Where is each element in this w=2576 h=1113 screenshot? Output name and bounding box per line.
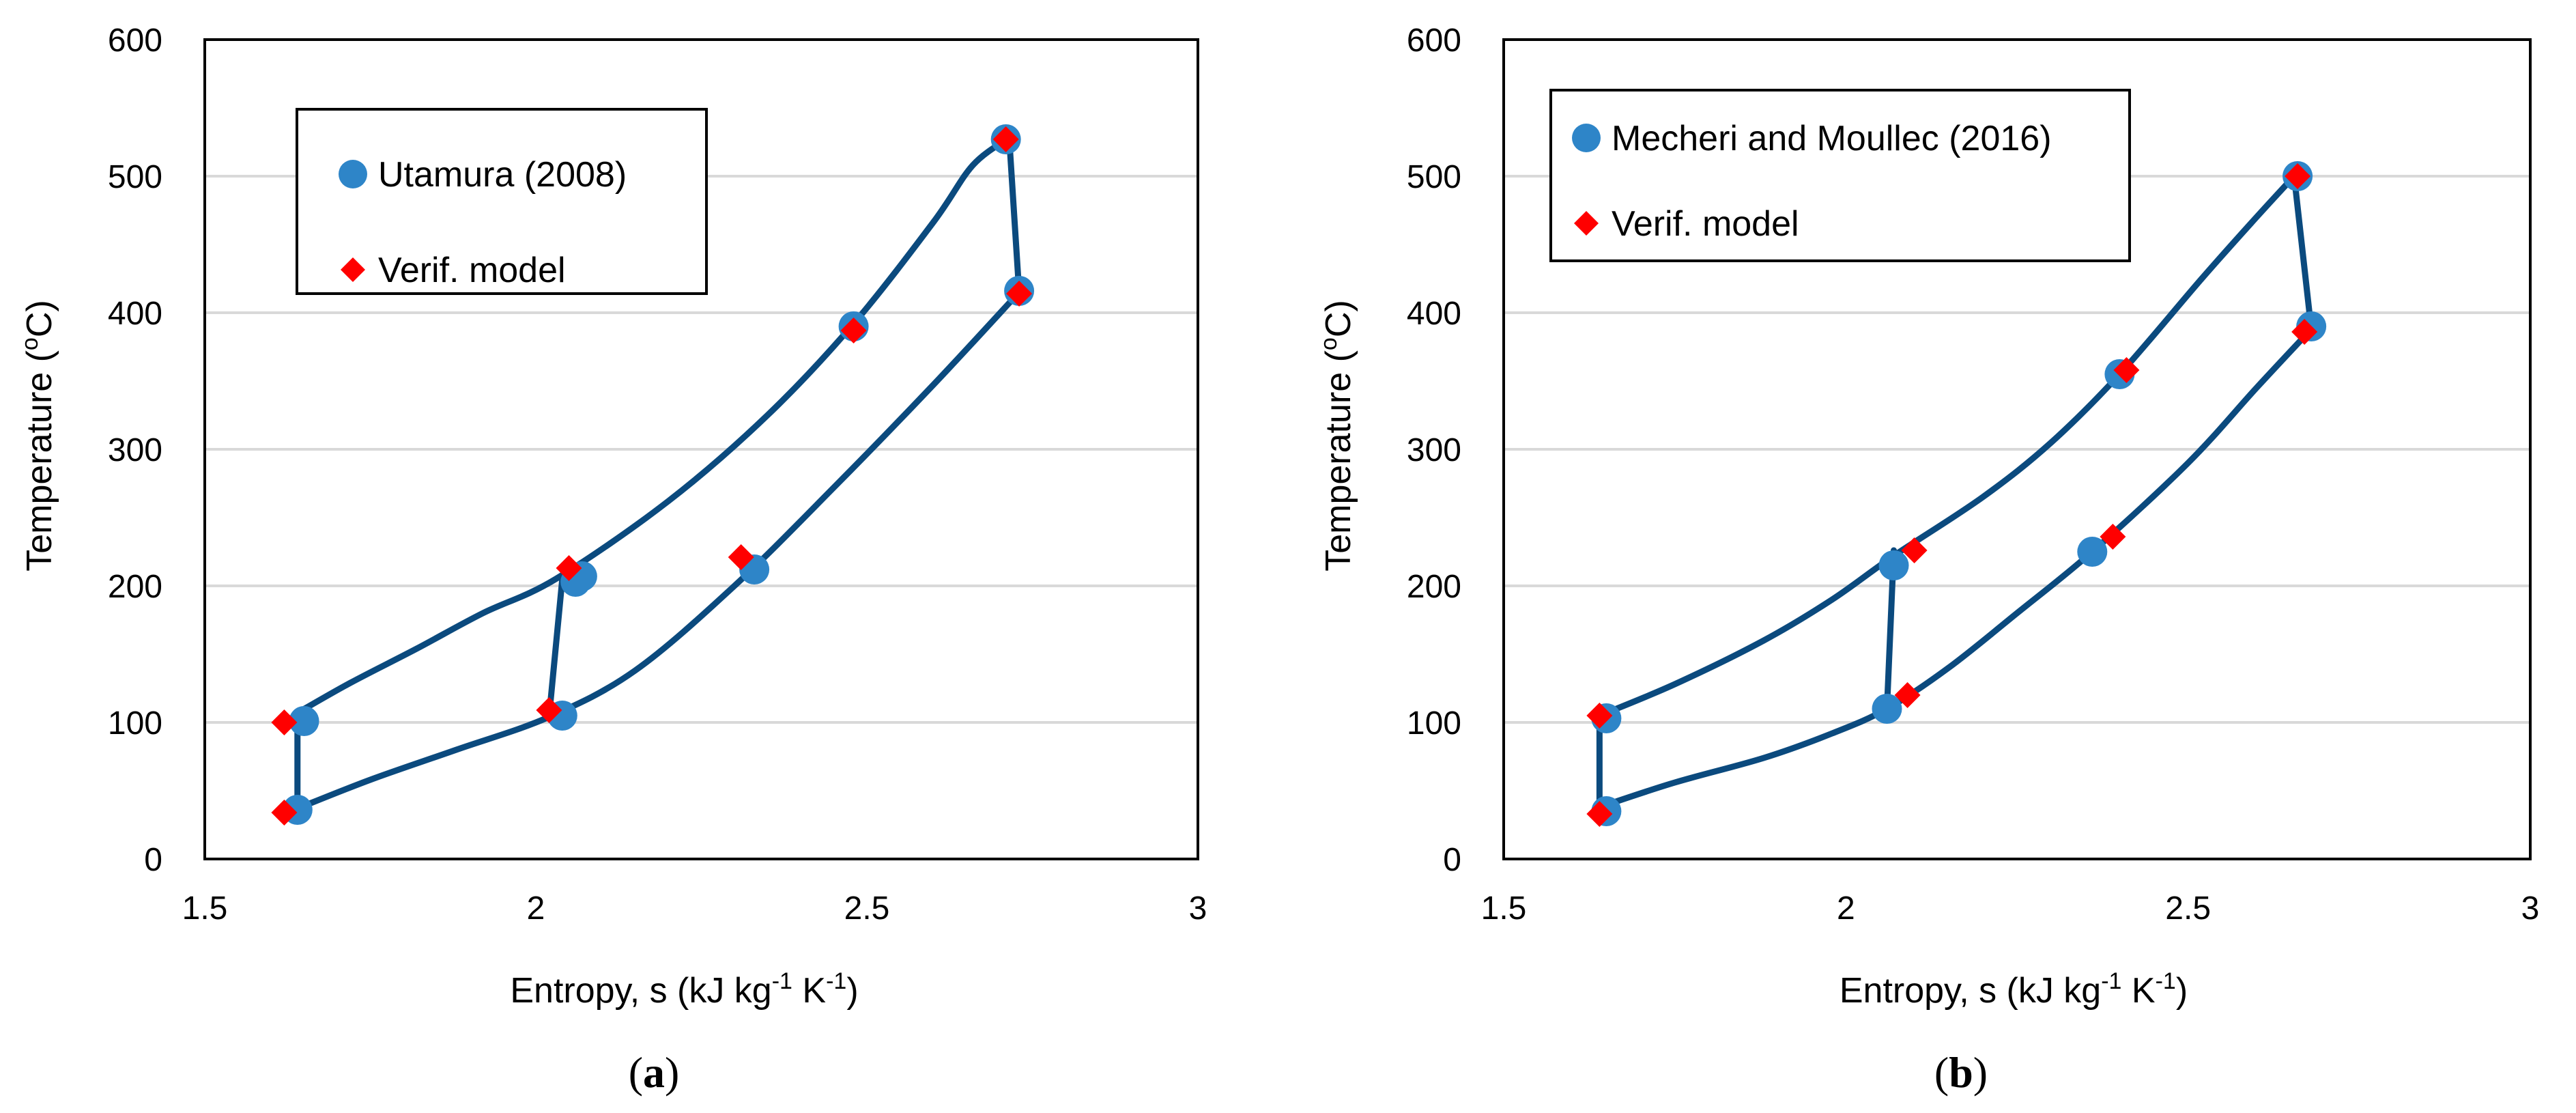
cycle-low-pressure-line [294, 289, 1022, 812]
series-diamond [271, 126, 1033, 826]
y-tick-label: 100 [108, 705, 162, 742]
data-point-circle [1872, 694, 1902, 724]
y-tick-label: 200 [108, 569, 162, 605]
plot-frame [1502, 38, 2532, 860]
data-point-diamond [271, 800, 298, 826]
x-tick-label: 2 [1837, 890, 1855, 927]
legend-box [1549, 89, 2131, 262]
y-tick-label: 500 [1407, 159, 1461, 195]
legend-label: Verif. model [378, 251, 566, 290]
cycle-high-pressure-line [294, 135, 1013, 716]
y-tick-label: 600 [108, 23, 162, 59]
y-tick-label: 100 [1407, 705, 1461, 742]
panel-label: (b) [1934, 1048, 1988, 1097]
cycle-turbine-line [2291, 173, 2315, 333]
data-point-diamond [840, 318, 867, 343]
plot-frame [203, 38, 1199, 860]
legend-marker-diamond [341, 257, 365, 282]
panel-label: (a) [629, 1048, 680, 1097]
y-tick-label: 300 [108, 432, 162, 468]
cycle-compression-line [545, 576, 566, 720]
y-tick-label: 300 [1407, 432, 1461, 468]
y-axis-title: Temperature (oC) [1316, 300, 1358, 571]
legend-label: Utamura (2008) [378, 155, 627, 195]
cycle-turbine-line [1006, 135, 1022, 296]
data-point-diamond [556, 555, 582, 581]
data-point-diamond [536, 697, 562, 723]
data-point-circle [289, 706, 319, 736]
y-tick-label: 0 [1443, 842, 1461, 878]
legend: Mecheri and Moullec (2016) Verif. model [1549, 89, 2131, 262]
y-tick-label: 400 [108, 296, 162, 332]
chart-panel-a: 0 100 200 300 400 500 600 1.5 2 2.5 3 Utamura (2008… [17, 23, 1207, 1097]
data-point-diamond [728, 544, 754, 570]
data-point-circle [2077, 537, 2108, 567]
y-axis-title: Temperature (oC) [17, 300, 59, 571]
chart-panel-b: 0 100 200 300 400 500 600 1.5 2 2.5 3 Mecheri and M… [1316, 23, 2539, 1097]
data-point-diamond [2100, 524, 2126, 550]
data-point-circle [1878, 550, 1909, 580]
y-tick-label: 500 [108, 159, 162, 195]
data-point-diamond [1006, 281, 1033, 307]
x-tick-label: 3 [1189, 890, 1207, 927]
data-point-diamond [2291, 319, 2318, 345]
legend: Utamura (2008) Verif. model [296, 108, 708, 295]
x-axis-title: Entropy, s (kJ kg-1 K-1) [510, 968, 858, 1011]
legend-marker-circle [339, 160, 367, 188]
x-tick-label: 1.5 [182, 890, 228, 927]
data-point-diamond [1901, 537, 1928, 563]
legend-marker-circle [1572, 124, 1601, 152]
x-tick-label: 3 [2521, 890, 2540, 927]
legend-marker-diamond [1574, 211, 1599, 236]
legend-box [296, 108, 708, 295]
y-tick-label: 600 [1407, 23, 1461, 59]
data-point-diamond [1586, 801, 1613, 827]
cycle-low-pressure-line [1596, 326, 2315, 811]
x-tick-label: 2.5 [844, 890, 890, 927]
legend-label: Verif. model [1612, 204, 1799, 244]
data-point-diamond [271, 709, 298, 735]
y-tick-label: 200 [1407, 569, 1461, 605]
x-tick-label: 2 [527, 890, 545, 927]
data-point-diamond [992, 126, 1019, 152]
y-tick-label: 0 [144, 842, 162, 878]
cycle-high-pressure-line [1596, 173, 2298, 719]
series-diamond [1586, 163, 2318, 827]
x-axis-title: Entropy, s (kJ kg-1 K-1) [1840, 968, 2188, 1011]
data-point-diamond [2113, 357, 2140, 383]
y-tick-label: 400 [1407, 296, 1461, 332]
data-point-diamond [1586, 703, 1613, 729]
legend-label: Mecheri and Moullec (2016) [1612, 119, 2052, 158]
x-tick-label: 2.5 [2165, 890, 2211, 927]
data-point-diamond [2285, 163, 2311, 189]
x-tick-label: 1.5 [1481, 890, 1527, 927]
data-point-diamond [1894, 682, 1921, 708]
